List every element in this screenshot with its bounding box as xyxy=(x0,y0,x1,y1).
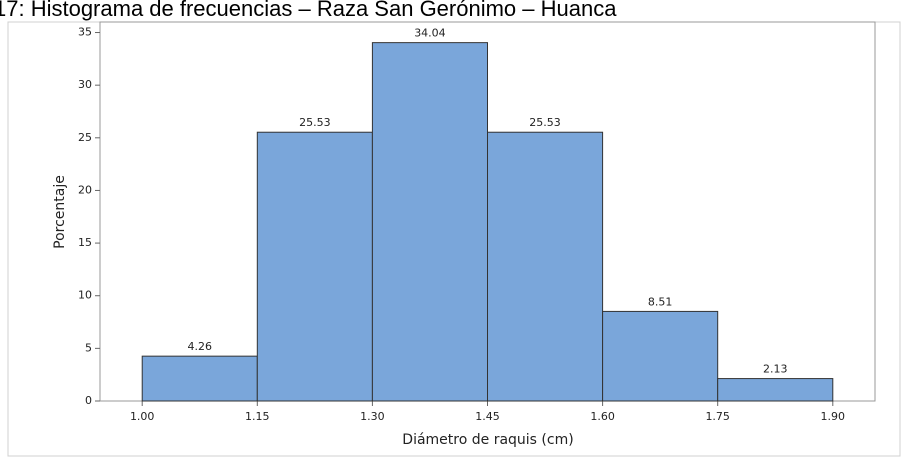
chart-title: 17: Histograma de frecuencias – Raza San… xyxy=(0,0,617,21)
x-tick-label: 1.30 xyxy=(360,410,385,423)
value-label: 25.53 xyxy=(299,116,331,129)
value-label: 2.13 xyxy=(763,363,788,376)
y-axis-label: Porcentaje xyxy=(52,175,68,249)
bar xyxy=(602,310,719,402)
x-tick-label: 1.75 xyxy=(705,410,730,423)
bar xyxy=(141,355,258,402)
x-tick-label: 1.60 xyxy=(590,410,615,423)
y-tick-label: 35 xyxy=(78,26,92,39)
x-axis-label: Diámetro de raquis (cm) xyxy=(402,432,573,448)
y-tick-label: 30 xyxy=(78,78,92,91)
value-label: 25.53 xyxy=(529,116,561,129)
value-label: 8.51 xyxy=(648,295,673,308)
x-tick-label: 1.45 xyxy=(475,410,500,423)
x-tick-label: 1.90 xyxy=(821,410,846,423)
x-tick-label: 1.15 xyxy=(245,410,270,423)
bar xyxy=(717,378,834,402)
bar xyxy=(256,131,373,402)
x-tick-label: 1.00 xyxy=(130,410,155,423)
value-label: 34.04 xyxy=(414,27,446,40)
value-label: 4.26 xyxy=(188,340,213,353)
y-tick-label: 0 xyxy=(85,394,92,407)
y-tick-label: 15 xyxy=(78,236,92,249)
bar xyxy=(371,42,489,402)
bar xyxy=(487,131,604,402)
y-tick-label: 20 xyxy=(78,183,92,196)
y-tick-label: 25 xyxy=(78,131,92,144)
y-tick-label: 10 xyxy=(78,289,92,302)
y-tick-label: 5 xyxy=(85,341,92,354)
